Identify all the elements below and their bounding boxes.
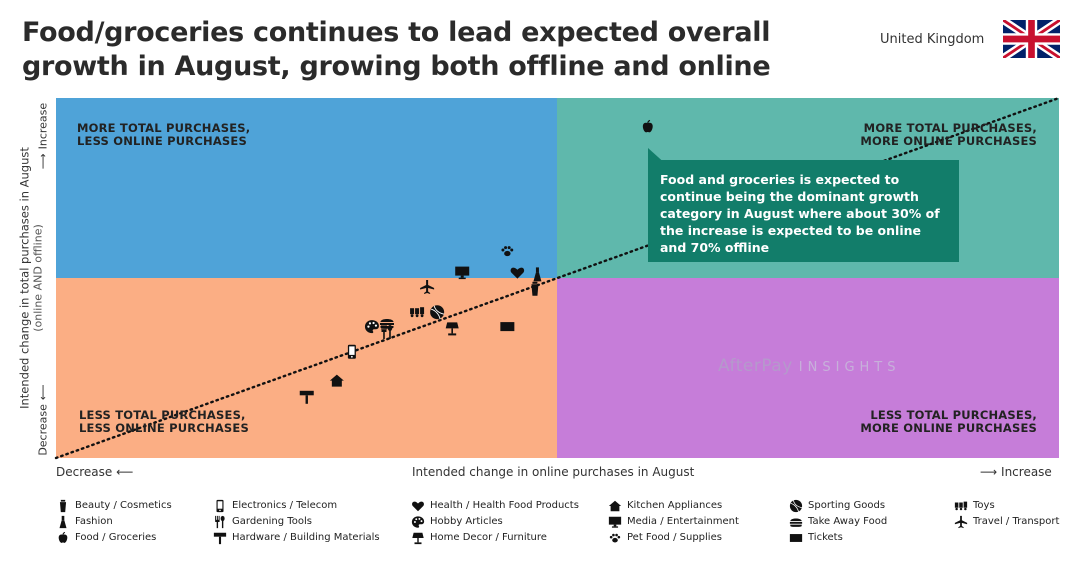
point-tickets bbox=[500, 322, 515, 332]
legend-label: Tickets bbox=[808, 532, 843, 543]
tools-icon bbox=[381, 325, 393, 339]
palette-icon bbox=[411, 516, 425, 528]
legend-label: Food / Groceries bbox=[75, 532, 157, 543]
legend: Beauty / Cosmetics Fashion Food / Grocerie… bbox=[56, 499, 1076, 551]
paw-icon bbox=[501, 246, 514, 257]
lamp-icon bbox=[445, 322, 459, 336]
point-home-decor-furniture bbox=[445, 322, 459, 336]
quadrant-label-bottom-right: LESS TOTAL PURCHASES, MORE ONLINE PURCHAS… bbox=[860, 408, 1037, 435]
quadrant-top-left bbox=[56, 98, 557, 278]
plane-icon bbox=[954, 515, 968, 529]
quadrant-label-bottom-left: LESS TOTAL PURCHASES, LESS ONLINE PURCHAS… bbox=[79, 408, 249, 435]
country-label: United Kingdom bbox=[880, 32, 985, 47]
y-axis-increase: ⟶Increase bbox=[36, 102, 50, 170]
bottle-icon bbox=[531, 281, 539, 296]
legend-label: Toys bbox=[973, 500, 995, 511]
point-sporting-goods bbox=[430, 305, 445, 320]
legend-label: Fashion bbox=[75, 516, 113, 527]
legend-label: Home Decor / Furniture bbox=[430, 532, 547, 543]
y-axis-decrease: Decrease⟵ bbox=[36, 384, 50, 456]
ticket-icon bbox=[789, 534, 803, 542]
paw-icon bbox=[609, 533, 621, 543]
point-pet-food-supplies bbox=[501, 246, 514, 257]
data-points bbox=[299, 119, 653, 404]
lamp-icon bbox=[412, 532, 424, 545]
x-axis-label: Intended change in online purchases in A… bbox=[412, 465, 695, 479]
point-fashion bbox=[533, 267, 542, 282]
legend-label: Pet Food / Supplies bbox=[627, 532, 722, 543]
quadrant-bottom-right bbox=[557, 278, 1059, 458]
legend-label: Gardening Tools bbox=[232, 516, 312, 527]
point-hardware-building-materials bbox=[299, 390, 314, 404]
house-icon bbox=[329, 374, 344, 387]
afterpay-insights-watermark: AfterPay INSIGHTS bbox=[718, 356, 901, 376]
y-axis-label: Intended change in total purchases in Au… bbox=[17, 147, 32, 409]
ticket-icon bbox=[500, 322, 515, 332]
callout-box: Food and groceries is expected to contin… bbox=[648, 160, 959, 262]
dress-icon bbox=[59, 515, 67, 529]
hammer-icon bbox=[299, 390, 314, 404]
x-axis-decrease: Decrease ⟵ bbox=[56, 465, 134, 479]
dress-icon bbox=[533, 267, 542, 282]
point-kitchen-appliances bbox=[329, 374, 344, 387]
chart-title: Food/groceries continues to lead expecte… bbox=[22, 17, 771, 82]
heart-icon bbox=[412, 501, 424, 512]
palette-icon bbox=[364, 320, 379, 334]
burger-icon bbox=[789, 518, 803, 527]
point-gardening-tools bbox=[381, 325, 393, 339]
y-axis: Intended change in total purchases in Au… bbox=[0, 98, 60, 458]
legend-label: Health / Health Food Products bbox=[430, 500, 579, 511]
uk-flag-icon bbox=[1003, 20, 1060, 58]
apple-icon bbox=[58, 531, 68, 543]
train-icon bbox=[954, 501, 968, 511]
legend-label: Kitchen Appliances bbox=[627, 500, 723, 511]
ball-icon bbox=[430, 305, 445, 320]
legend-label: Hardware / Building Materials bbox=[232, 532, 380, 543]
ball-icon bbox=[789, 499, 803, 513]
point-beauty-cosmetics bbox=[531, 281, 539, 296]
hammer-icon bbox=[213, 532, 227, 545]
phone-icon bbox=[347, 344, 356, 359]
point-media-entertainment bbox=[455, 266, 470, 280]
train-icon bbox=[410, 307, 425, 318]
point-food-groceries bbox=[642, 119, 653, 133]
legend-label: Media / Entertainment bbox=[627, 516, 739, 527]
monitor-icon bbox=[608, 516, 622, 528]
plane-icon bbox=[420, 280, 435, 294]
legend-label: Take Away Food bbox=[808, 516, 888, 527]
point-health-health-food-products bbox=[510, 267, 525, 279]
quadrant-label-top-right: MORE TOTAL PURCHASES, MORE ONLINE PURCHAS… bbox=[860, 121, 1037, 148]
legend-label: Electronics / Telecom bbox=[232, 500, 338, 511]
point-electronics-telecom bbox=[347, 344, 356, 359]
legend-label: Beauty / Cosmetics bbox=[75, 500, 172, 511]
house-icon bbox=[608, 500, 622, 512]
quadrant-label-top-left: MORE TOTAL PURCHASES, LESS ONLINE PURCHAS… bbox=[77, 121, 251, 148]
phone-icon bbox=[216, 499, 224, 513]
heart-icon bbox=[510, 267, 525, 279]
tools-icon bbox=[215, 515, 225, 529]
legend-label: Travel / Transport bbox=[973, 516, 1060, 527]
x-axis-increase: ⟶ Increase bbox=[980, 465, 1052, 479]
legend-label: Hobby Articles bbox=[430, 516, 503, 527]
monitor-icon bbox=[455, 266, 470, 280]
legend-label: Sporting Goods bbox=[808, 500, 886, 511]
apple-icon bbox=[642, 119, 653, 133]
point-travel-transport bbox=[420, 280, 435, 294]
trend-line bbox=[54, 96, 1061, 460]
bottle-icon bbox=[59, 499, 67, 513]
point-hobby-articles bbox=[364, 320, 379, 334]
point-toys bbox=[410, 307, 425, 318]
